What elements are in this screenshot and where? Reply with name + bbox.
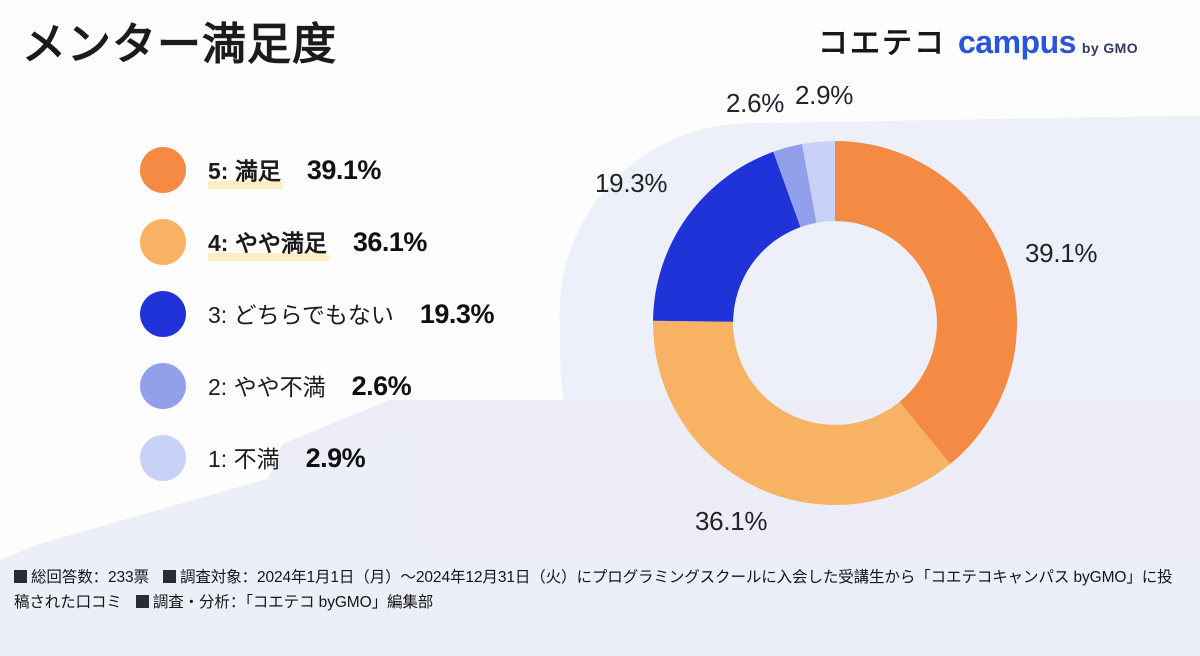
legend-item-neutral: 3: どちらでもない 19.3% (140, 278, 560, 350)
legend-swatch-somewhat-dissatisfied (140, 363, 186, 409)
legend-label-somewhat-dissatisfied: 2: やや不満 (208, 374, 326, 400)
donut-slice (653, 320, 951, 506)
footnote-total-responses: 総回答数：233票 (31, 568, 149, 586)
legend-text-somewhat-satisfied: 4: やや満足 36.1% (208, 224, 428, 261)
donut-label-dissatisfied: 2.9% (795, 80, 854, 110)
donut-chart: 39.1% 36.1% 19.3% 2.6% 2.9% (595, 80, 1098, 536)
legend-value-somewhat-satisfied: 36.1% (352, 227, 428, 257)
legend-item-somewhat-satisfied: 4: やや満足 36.1% (140, 206, 560, 278)
bullet-square-icon (14, 569, 27, 583)
legend-value-somewhat-dissatisfied: 2.6% (351, 371, 412, 401)
legend-value-satisfied: 39.1% (306, 155, 382, 185)
legend-swatch-neutral (140, 291, 186, 337)
legend-swatch-satisfied (140, 147, 186, 193)
chart-legend: 5: 満足 39.1% 4: やや満足 36.1% 3: どちらでもない 19.… (140, 134, 560, 494)
footnote-survey-scope: 調査対象：2024年1月1日（月）〜2024年12月31日（火）にプログラミング… (14, 568, 1173, 612)
donut-label-neutral: 19.3% (595, 168, 668, 198)
legend-item-dissatisfied: 1: 不満 2.9% (140, 422, 560, 494)
legend-item-somewhat-dissatisfied: 2: やや不満 2.6% (140, 350, 560, 422)
legend-label-somewhat-satisfied: 4: やや満足 (208, 224, 329, 261)
footnote: 総回答数：233票 調査対象：2024年1月1日（月）〜2024年12月31日（火… (14, 565, 1186, 616)
bullet-square-icon (162, 569, 176, 583)
legend-text-satisfied: 5: 満足 39.1% (208, 152, 382, 189)
legend-value-dissatisfied: 2.9% (305, 443, 366, 473)
legend-item-satisfied: 5: 満足 39.1% (140, 134, 560, 206)
donut-slice (802, 141, 835, 223)
legend-swatch-dissatisfied (140, 435, 186, 481)
legend-text-somewhat-dissatisfied: 2: やや不満 2.6% (208, 368, 412, 404)
footnote-analysis-credit: 調査・分析：「コエテコ byGMO」編集部 (152, 594, 434, 612)
donut-slices (653, 141, 1017, 506)
legend-value-neutral: 19.3% (419, 299, 495, 329)
donut-label-satisfied: 39.1% (1025, 238, 1098, 268)
legend-swatch-somewhat-satisfied (140, 219, 186, 265)
donut-chart-svg (653, 141, 1017, 506)
brand-logo-product: campus (957, 24, 1076, 60)
donut-label-somewhat-satisfied: 36.1% (695, 506, 768, 536)
legend-label-dissatisfied: 1: 不満 (208, 446, 280, 472)
donut-label-somewhat-dissatisfied: 2.6% (726, 88, 785, 118)
legend-text-dissatisfied: 1: 不満 2.9% (208, 440, 366, 476)
legend-label-satisfied: 5: 満足 (208, 152, 283, 189)
brand-logo-mark: コエテコ (817, 27, 946, 60)
donut-slice (773, 144, 817, 228)
donut-slice (835, 141, 1017, 464)
brand-logo-suffix: by GMO (1081, 40, 1138, 56)
legend-text-neutral: 3: どちらでもない 19.3% (208, 296, 494, 332)
brand-logo: コエテコ campus by GMO (818, 18, 1138, 62)
page-title: メンター満足度 (22, 20, 337, 69)
bullet-square-icon (135, 595, 149, 609)
donut-slice (653, 151, 801, 322)
legend-label-neutral: 3: どちらでもない (208, 302, 394, 328)
